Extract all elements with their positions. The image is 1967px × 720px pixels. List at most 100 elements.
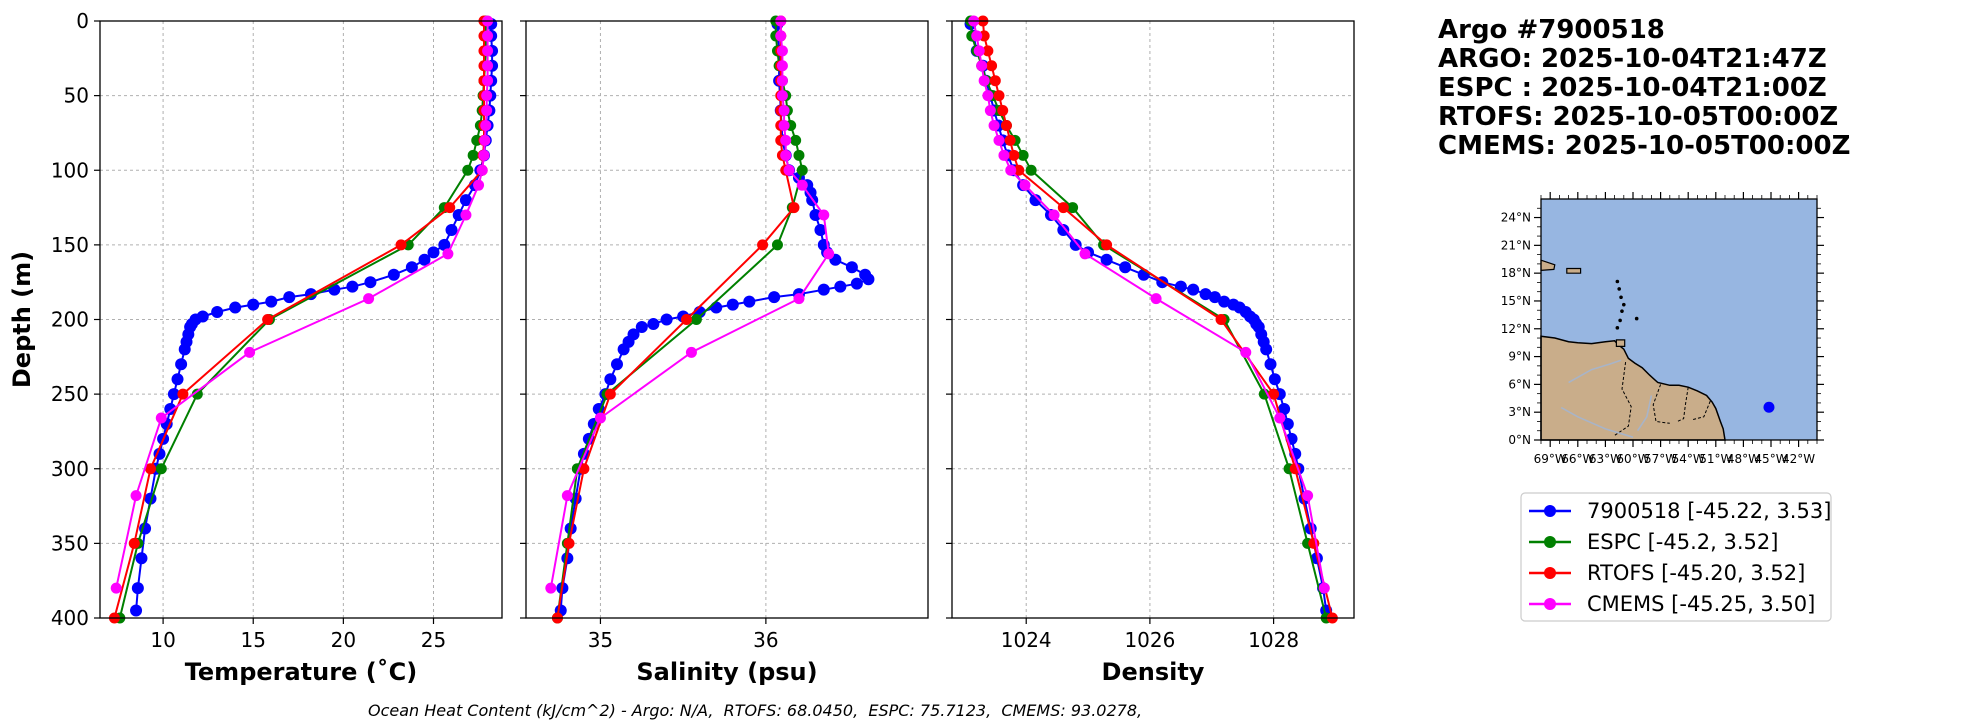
point-argo xyxy=(604,373,617,386)
y-tick-label: 50 xyxy=(64,84,89,108)
point-cmems xyxy=(778,119,790,131)
point-rtofs xyxy=(986,60,998,72)
point-rtofs xyxy=(1268,388,1280,400)
series-line-argo xyxy=(969,23,1328,611)
point-espc xyxy=(155,463,167,475)
y-tick-label: 250 xyxy=(51,382,89,406)
river xyxy=(1636,395,1653,432)
point-cmems xyxy=(476,164,488,176)
x-tick-label: 20 xyxy=(331,628,356,652)
point-argo xyxy=(1260,343,1273,356)
y-axis-label: Depth (m) xyxy=(8,251,36,388)
south-america-land xyxy=(1540,335,1726,441)
point-espc xyxy=(191,388,203,400)
panel-salinity: 35 36 Salinity (psu) xyxy=(520,15,929,686)
point-espc xyxy=(793,149,805,161)
x-tick-label: 1028 xyxy=(1248,628,1299,652)
point-cmems xyxy=(984,105,996,117)
point-argo xyxy=(283,291,296,304)
point-argo xyxy=(610,358,623,371)
espc-time: ESPC : 2025-10-04T21:00Z xyxy=(1438,73,1827,103)
point-cmems xyxy=(594,412,606,424)
x-tick-label: 1026 xyxy=(1124,628,1175,652)
island-dot xyxy=(1622,302,1626,307)
point-cmems xyxy=(818,209,830,221)
point-cmems xyxy=(442,248,454,260)
map-lat-label: 12°N xyxy=(1501,322,1531,336)
point-argo xyxy=(175,358,188,371)
point-rtofs xyxy=(997,105,1009,117)
y-tick-label: 200 xyxy=(51,308,89,332)
point-argo xyxy=(1057,223,1070,236)
series-line-cmems xyxy=(115,21,489,589)
map-lat-label: 3°N xyxy=(1508,405,1531,419)
legend: 7900518 [-45.22, 3.53] ESPC [-45.2, 3.52]… xyxy=(1520,492,1832,622)
point-cmems xyxy=(823,248,835,260)
point-rtofs xyxy=(757,239,769,251)
point-cmems xyxy=(482,30,494,42)
y-tick-label: 350 xyxy=(51,531,89,555)
point-cmems xyxy=(775,30,787,42)
point-rtofs xyxy=(578,463,590,475)
point-argo xyxy=(1281,417,1294,430)
map-lat-label: 21°N xyxy=(1501,238,1531,252)
legend-label-espc: ESPC [-45.2, 3.52] xyxy=(1587,530,1778,554)
point-rtofs xyxy=(982,45,994,57)
point-argo xyxy=(862,273,875,286)
point-cmems xyxy=(545,582,557,594)
point-cmems xyxy=(482,60,494,72)
point-cmems xyxy=(481,105,493,117)
point-cmems xyxy=(993,134,1005,146)
legend-label-argo: 7900518 [-45.22, 3.53] xyxy=(1587,499,1831,523)
point-argo xyxy=(167,388,180,401)
point-argo xyxy=(387,268,400,281)
point-rtofs xyxy=(563,537,575,549)
point-argo xyxy=(229,301,242,314)
point-argo xyxy=(130,604,143,617)
legend-marker-cmems xyxy=(1544,598,1556,610)
river xyxy=(1560,406,1634,438)
point-rtofs xyxy=(1057,202,1069,214)
legend-frame xyxy=(1520,492,1832,622)
x-tick-label: 25 xyxy=(421,628,446,652)
point-rtofs xyxy=(144,463,156,475)
map-lon-label: 51°W xyxy=(1699,452,1732,466)
point-espc xyxy=(771,239,783,251)
island-dot xyxy=(1620,309,1624,313)
x-tick-label: 35 xyxy=(588,628,613,652)
point-cmems xyxy=(1079,248,1091,260)
point-rtofs xyxy=(1000,119,1012,131)
point-espc xyxy=(1017,149,1029,161)
x-tick-label: 10 xyxy=(150,628,175,652)
legend-marker-espc xyxy=(1544,536,1556,548)
point-argo xyxy=(817,283,830,296)
y-tick-label: 100 xyxy=(51,158,89,182)
point-rtofs xyxy=(128,537,140,549)
point-rtofs xyxy=(1004,134,1016,146)
country-border xyxy=(1676,387,1689,422)
map-lon-label: 69°W xyxy=(1534,452,1567,466)
island-dot xyxy=(1619,295,1623,300)
point-argo xyxy=(1119,261,1132,274)
point-rtofs xyxy=(395,239,407,251)
x-tick-label: 1024 xyxy=(1001,628,1052,652)
point-argo xyxy=(135,552,148,565)
map-lat-label: 24°N xyxy=(1501,211,1531,225)
point-rtofs xyxy=(177,388,189,400)
point-argo xyxy=(1100,253,1113,266)
point-rtofs xyxy=(444,202,456,214)
point-argo xyxy=(1264,358,1277,371)
point-cmems xyxy=(460,209,472,221)
point-rtofs xyxy=(680,314,692,325)
island-dot xyxy=(1617,287,1621,291)
legend-marker-argo xyxy=(1544,505,1556,517)
point-cmems xyxy=(1240,346,1252,358)
y-tick-label: 400 xyxy=(51,606,89,630)
point-cmems xyxy=(561,490,573,502)
profile-panels: 0 50 100 150 200 250 300 350 400 10 15 20 25Temperat… xyxy=(8,9,1355,686)
map-lat-label: 18°N xyxy=(1501,266,1531,280)
map-lat-label: 15°N xyxy=(1501,294,1531,308)
point-rtofs xyxy=(1013,164,1025,176)
map-lon-label: 45°W xyxy=(1754,452,1787,466)
map-lon-label: 54°W xyxy=(1672,452,1705,466)
